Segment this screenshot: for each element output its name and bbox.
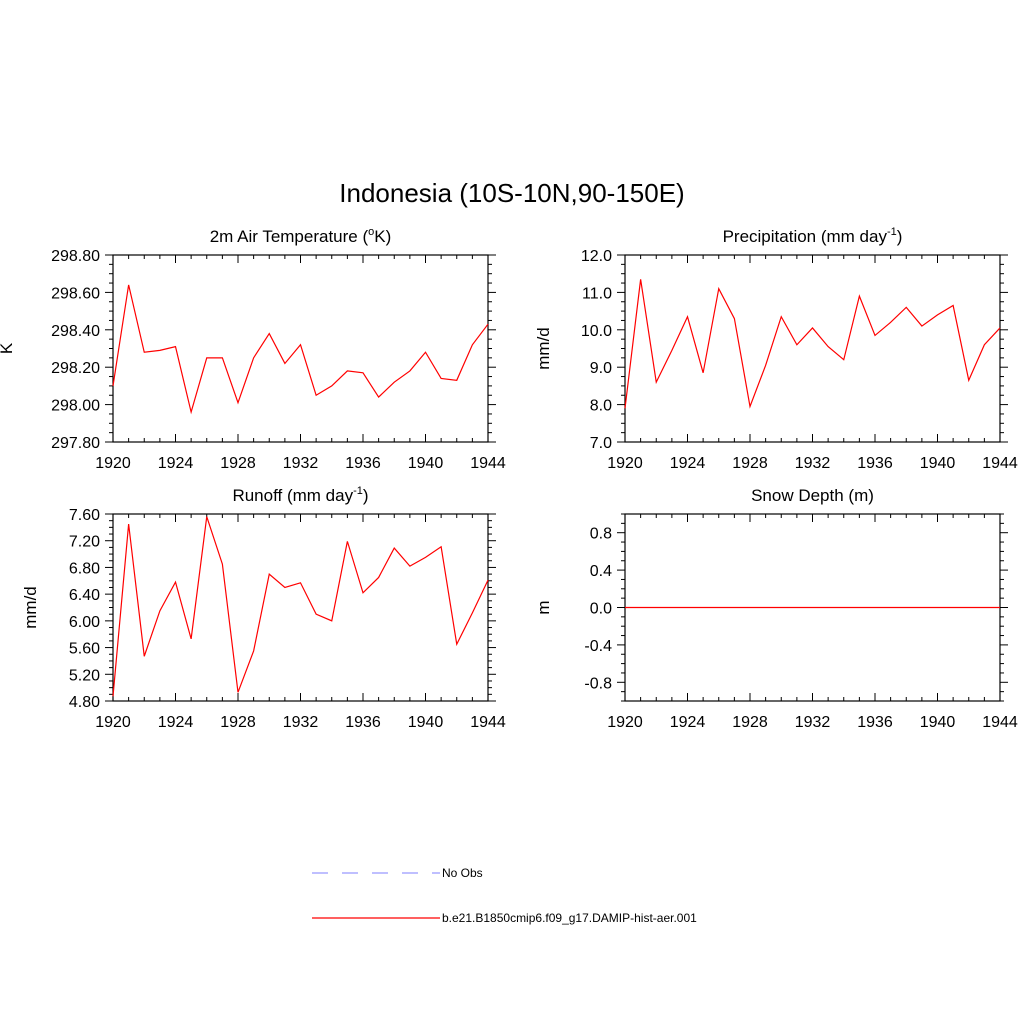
panel-precipitation: Precipitation (mm day-1) mm/d 1920 1924 1928… — [534, 226, 1018, 472]
x-tick-label: 1940 — [920, 714, 956, 731]
y-tick-label: 9.0 — [590, 360, 612, 377]
x-tick-label: 1936 — [345, 714, 381, 731]
x-tick-label: 1928 — [732, 714, 768, 731]
y-tick-label: 7.0 — [590, 435, 612, 452]
panel-snow-depth: Snow Depth (m) m 1920 1924 1928 1932 1936 1940 1… — [534, 486, 1018, 731]
y-tick-label: 298.60 — [51, 285, 100, 302]
x-tick-label: 1924 — [670, 714, 706, 731]
y-tick-label: 297.80 — [51, 435, 100, 452]
x-tick-label: 1932 — [283, 455, 319, 472]
y-tick-label: 12.0 — [581, 248, 612, 265]
series-line-precipitation — [624, 279, 1001, 409]
legend-label-model: b.e21.B1850cmip6.f09_g17.DAMIP-hist-aer.… — [442, 911, 697, 925]
series-line-runoff — [112, 516, 489, 697]
x-tick-label: 1940 — [920, 455, 956, 472]
x-tick-label: 1920 — [607, 455, 643, 472]
panel-runoff: Runoff (mm day-1) mm/d 1920 1924 1928 1932 193… — [21, 485, 506, 731]
y-tick-label: 6.00 — [69, 614, 100, 631]
y-tick-label: 298.80 — [51, 248, 100, 265]
y-tick-label: 0.0 — [590, 601, 612, 618]
y-tick-label: -0.4 — [584, 638, 612, 655]
legend-label-no-obs: No Obs — [442, 866, 483, 880]
x-tick-label: 1924 — [670, 455, 706, 472]
x-tick-label: 1940 — [408, 455, 444, 472]
y-tick-label: -0.8 — [584, 675, 612, 692]
x-tick-label: 1924 — [158, 455, 194, 472]
x-tick-label: 1932 — [795, 714, 831, 731]
figure-title: Indonesia (10S-10N,90-150E) — [339, 178, 684, 208]
y-axis-label: K — [0, 342, 16, 354]
y-tick-label: 6.40 — [69, 587, 100, 604]
y-axis-label: mm/d — [534, 327, 553, 370]
panel-title: Snow Depth (m) — [751, 486, 874, 505]
panel-title: Runoff (mm day-1) — [232, 485, 368, 505]
series-line-temperature — [112, 284, 489, 415]
x-tick-label: 1932 — [283, 714, 319, 731]
chart-panels: 2m Air Temperature (oK) K 1920 1924 1928 1932… — [0, 226, 1018, 731]
y-tick-label: 7.20 — [69, 534, 100, 551]
y-axis-label: m — [534, 600, 553, 614]
y-tick-label: 0.8 — [590, 526, 612, 543]
x-tick-label: 1944 — [982, 455, 1018, 472]
y-tick-label: 6.80 — [69, 560, 100, 577]
x-tick-label: 1924 — [158, 714, 194, 731]
x-tick-label: 1936 — [857, 714, 893, 731]
x-tick-label: 1944 — [982, 714, 1018, 731]
y-tick-label: 5.60 — [69, 641, 100, 658]
x-tick-label: 1920 — [95, 455, 131, 472]
y-tick-label: 298.00 — [51, 398, 100, 415]
x-tick-label: 1936 — [857, 455, 893, 472]
y-axis-label: mm/d — [21, 586, 40, 629]
y-tick-label: 4.80 — [69, 694, 100, 711]
panel-title: Precipitation (mm day-1) — [723, 226, 903, 246]
y-tick-label: 298.20 — [51, 360, 100, 377]
y-tick-label: 11.0 — [582, 285, 612, 302]
x-tick-label: 1928 — [220, 714, 256, 731]
panel-title: 2m Air Temperature (oK) — [210, 226, 392, 246]
x-tick-label: 1932 — [795, 455, 831, 472]
plot-frame — [112, 513, 489, 702]
y-tick-label: 8.0 — [590, 398, 612, 415]
x-tick-label: 1940 — [408, 714, 444, 731]
x-tick-label: 1920 — [95, 714, 131, 731]
legend: No Obs b.e21.B1850cmip6.f09_g17.DAMIP-hi… — [312, 866, 697, 925]
y-tick-label: 10.0 — [581, 323, 612, 340]
x-tick-label: 1928 — [220, 455, 256, 472]
plot-frame — [624, 254, 1001, 443]
y-tick-label: 298.40 — [51, 323, 100, 340]
x-tick-label: 1944 — [470, 714, 506, 731]
x-tick-label: 1928 — [732, 455, 768, 472]
panel-temperature: 2m Air Temperature (oK) K 1920 1924 1928 1932… — [0, 226, 506, 472]
y-tick-label: 7.60 — [69, 507, 100, 524]
x-tick-label: 1920 — [607, 714, 643, 731]
y-tick-label: 0.4 — [590, 563, 612, 580]
x-tick-label: 1936 — [345, 455, 381, 472]
x-tick-label: 1944 — [470, 455, 506, 472]
y-tick-label: 5.20 — [69, 667, 100, 684]
